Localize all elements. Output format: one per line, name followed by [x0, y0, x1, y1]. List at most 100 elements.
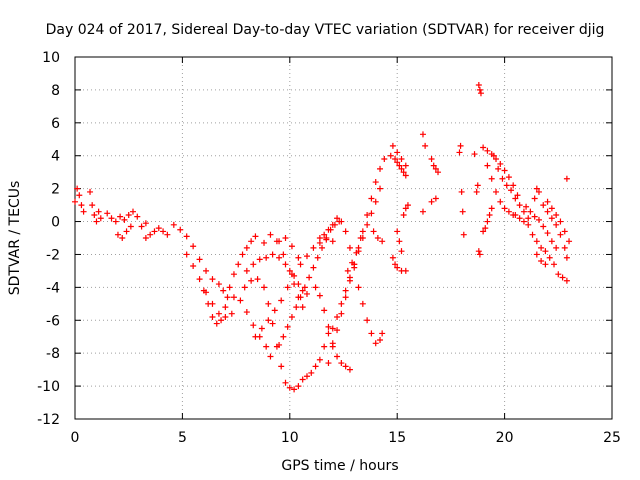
data-point: [457, 142, 464, 149]
data-point: [334, 327, 341, 334]
series-s15: [276, 235, 302, 261]
data-point: [310, 264, 317, 271]
data-point: [308, 369, 315, 376]
data-point: [389, 254, 396, 261]
data-point: [321, 231, 328, 238]
y-tick-labels: -12 -10 -8 -6 -4 -2 0 2 4 6 8 10: [37, 50, 60, 428]
data-point: [344, 267, 351, 274]
data-point: [422, 142, 429, 149]
x-tick-label: 10: [281, 430, 299, 446]
data-point: [129, 208, 136, 215]
data-point: [370, 228, 377, 235]
data-point: [540, 223, 547, 230]
data-point: [512, 211, 519, 218]
data-point: [265, 317, 272, 324]
data-point: [261, 239, 268, 246]
data-point: [329, 238, 336, 245]
data-point: [553, 244, 560, 251]
data-point: [368, 210, 375, 217]
data-point: [261, 284, 268, 291]
data-point: [505, 174, 512, 181]
data-point: [329, 221, 336, 228]
data-point: [224, 294, 231, 301]
data-point: [359, 300, 366, 307]
data-point: [402, 267, 409, 274]
data-point: [301, 284, 308, 291]
data-point: [402, 172, 409, 179]
series-s17: [312, 284, 353, 373]
data-point: [190, 262, 197, 269]
data-point: [540, 202, 547, 209]
data-point: [93, 218, 100, 225]
data-point: [334, 353, 341, 360]
data-point: [243, 244, 250, 251]
data-point: [288, 243, 295, 250]
data-point: [237, 297, 244, 304]
data-point: [346, 274, 353, 281]
data-point: [372, 198, 379, 205]
data-point: [372, 179, 379, 186]
series-s37: [531, 185, 570, 261]
data-point: [323, 235, 330, 241]
data-point: [119, 235, 126, 241]
data-point: [428, 156, 435, 163]
data-point: [512, 195, 519, 202]
data-point: [563, 277, 570, 284]
data-point: [346, 366, 353, 373]
series-s4: [114, 223, 134, 241]
x-axis-label: GPS time / hours: [281, 458, 398, 474]
data-point: [544, 208, 551, 215]
data-point: [475, 248, 482, 255]
data-point: [435, 169, 442, 176]
data-point: [392, 156, 399, 163]
data-point: [196, 276, 203, 283]
data-point: [353, 249, 360, 256]
data-point: [553, 221, 560, 228]
data-point: [364, 221, 371, 228]
series-s1: [72, 185, 87, 215]
data-point: [368, 195, 375, 202]
data-point: [394, 264, 401, 271]
data-point: [151, 228, 158, 235]
data-point: [138, 223, 145, 230]
data-point: [493, 156, 500, 163]
data-point: [127, 223, 134, 230]
data-point: [218, 317, 225, 324]
data-point: [306, 274, 313, 281]
data-point: [474, 182, 481, 189]
data-point: [134, 213, 141, 220]
data-point: [546, 254, 553, 261]
data-point: [258, 325, 265, 332]
x-tick-label: 20: [496, 430, 514, 446]
data-point: [263, 254, 270, 261]
data-point: [329, 343, 336, 350]
data-point: [342, 294, 349, 301]
data-point: [525, 215, 532, 222]
data-point: [342, 363, 349, 370]
data-point: [76, 192, 83, 199]
data-point: [520, 218, 527, 225]
data-point: [329, 325, 336, 332]
data-point: [321, 307, 328, 314]
data-point: [276, 238, 283, 245]
data-point: [303, 373, 310, 380]
data-point: [559, 274, 566, 281]
data-point: [368, 330, 375, 337]
data-point: [293, 304, 300, 311]
data-point: [248, 238, 255, 245]
y-tick-label: 6: [51, 116, 60, 132]
data-point: [142, 220, 149, 227]
data-point: [299, 287, 306, 294]
data-point: [164, 231, 171, 238]
series-s5: [142, 225, 171, 241]
data-point: [325, 330, 332, 337]
data-point: [230, 294, 237, 301]
data-point: [286, 267, 293, 274]
data-point: [243, 309, 250, 316]
data-point: [230, 271, 237, 278]
data-point: [250, 322, 257, 329]
data-point: [284, 323, 291, 330]
data-point: [553, 211, 560, 218]
data-point: [142, 235, 149, 241]
